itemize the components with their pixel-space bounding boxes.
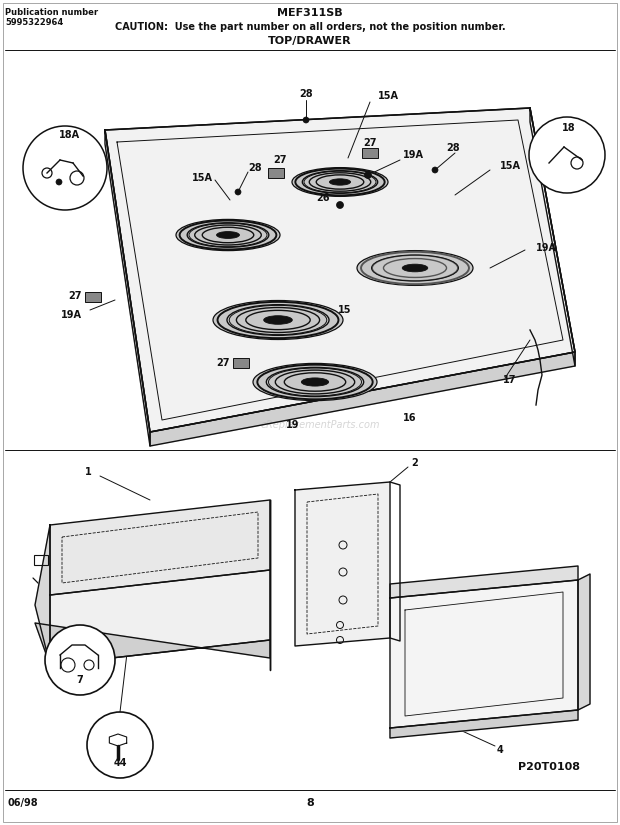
Ellipse shape (253, 363, 377, 401)
Text: CAUTION:  Use the part number on all orders, not the position number.: CAUTION: Use the part number on all orde… (115, 22, 505, 32)
FancyBboxPatch shape (268, 168, 284, 178)
Circle shape (337, 201, 343, 209)
Ellipse shape (301, 378, 329, 386)
Text: 26: 26 (316, 193, 330, 203)
Text: 19A: 19A (61, 310, 82, 320)
Text: 19: 19 (286, 420, 299, 430)
Polygon shape (295, 482, 390, 646)
Text: 15A: 15A (378, 91, 399, 101)
Text: 15: 15 (339, 305, 352, 315)
Text: 8: 8 (306, 798, 314, 808)
Text: 1: 1 (84, 467, 91, 477)
Text: 15A: 15A (500, 161, 521, 171)
Text: 2: 2 (412, 458, 418, 468)
Circle shape (529, 117, 605, 193)
Text: 18: 18 (562, 123, 576, 133)
Polygon shape (50, 570, 270, 665)
Text: 17: 17 (503, 375, 516, 385)
Text: TOP/DRAWER: TOP/DRAWER (268, 36, 352, 46)
Circle shape (87, 712, 153, 778)
Polygon shape (50, 500, 270, 595)
FancyBboxPatch shape (362, 148, 378, 158)
Circle shape (235, 189, 241, 195)
Polygon shape (35, 525, 50, 665)
Polygon shape (35, 623, 270, 665)
Polygon shape (105, 108, 575, 432)
Text: 06/98: 06/98 (8, 798, 38, 808)
Ellipse shape (264, 316, 292, 324)
Polygon shape (150, 352, 575, 446)
Ellipse shape (176, 219, 280, 251)
Text: 27: 27 (363, 138, 377, 148)
Text: Publication number: Publication number (5, 8, 98, 17)
Text: 5995322964: 5995322964 (5, 18, 63, 27)
Ellipse shape (216, 232, 239, 238)
Text: 19A: 19A (403, 150, 424, 160)
Text: 16: 16 (403, 413, 417, 423)
Ellipse shape (329, 179, 350, 185)
Text: P20T0108: P20T0108 (518, 762, 580, 772)
Text: 27: 27 (273, 155, 286, 165)
Circle shape (432, 167, 438, 173)
Text: 19A: 19A (536, 243, 557, 253)
Ellipse shape (213, 300, 343, 340)
Circle shape (365, 172, 371, 178)
Text: MEF311SB: MEF311SB (277, 8, 343, 18)
Bar (34, 555, 48, 565)
Ellipse shape (357, 251, 473, 285)
Text: 28: 28 (248, 163, 262, 173)
Text: 18A: 18A (60, 130, 81, 140)
Text: 4: 4 (497, 745, 503, 755)
Ellipse shape (402, 264, 428, 271)
Text: 7: 7 (77, 675, 83, 685)
Text: 15A: 15A (192, 173, 213, 183)
Text: eReplacementParts.com: eReplacementParts.com (260, 420, 379, 430)
Polygon shape (390, 580, 578, 728)
Polygon shape (390, 710, 578, 738)
Text: 27: 27 (216, 358, 230, 368)
Circle shape (56, 179, 62, 185)
Text: 44: 44 (113, 758, 126, 768)
Polygon shape (105, 130, 150, 446)
Circle shape (23, 126, 107, 210)
FancyBboxPatch shape (85, 292, 101, 302)
FancyBboxPatch shape (233, 358, 249, 368)
Polygon shape (390, 566, 578, 598)
Ellipse shape (292, 167, 388, 196)
Circle shape (45, 625, 115, 695)
Polygon shape (530, 108, 575, 366)
Circle shape (303, 117, 309, 123)
Text: 28: 28 (299, 89, 313, 99)
Text: 28: 28 (446, 143, 460, 153)
Text: 27: 27 (68, 291, 82, 301)
Polygon shape (578, 574, 590, 710)
